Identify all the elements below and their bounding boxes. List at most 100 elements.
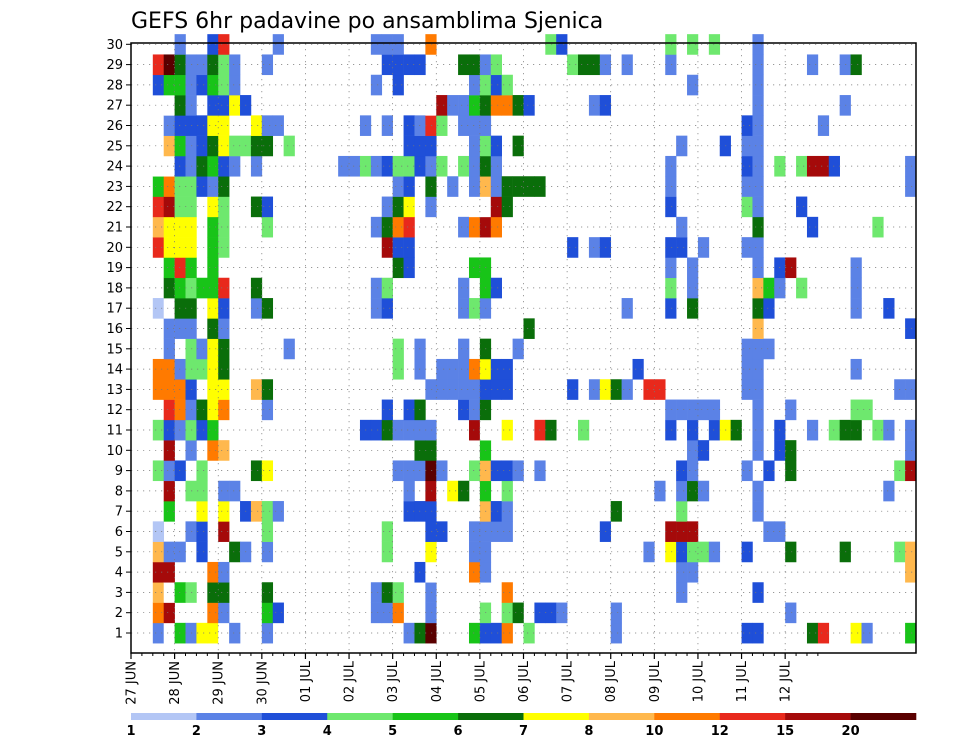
heatmap-cell [163, 379, 175, 400]
heatmap-cell [283, 338, 295, 360]
heatmap-cell [741, 460, 753, 482]
heatmap-cell [512, 176, 524, 197]
heatmap-cell [229, 95, 241, 116]
heatmap-cell [468, 460, 481, 482]
heatmap-cell [261, 541, 274, 563]
heatmap-cell [174, 622, 186, 644]
heatmap-cell [207, 318, 219, 339]
heatmap-cell [152, 419, 165, 441]
heatmap-cell [458, 379, 470, 400]
heatmap-cell [708, 399, 721, 421]
heatmap-cell [458, 155, 470, 177]
x-tick-label: 09 JUL [648, 660, 663, 702]
heatmap-cell [676, 521, 688, 542]
heatmap-cell [578, 419, 590, 441]
heatmap-cell [806, 54, 819, 76]
heatmap-cell [196, 460, 208, 482]
heatmap-cell [229, 54, 241, 76]
heatmap-cell [752, 419, 764, 441]
heatmap-cell [512, 135, 524, 157]
y-tick-label: 21 [106, 221, 123, 236]
heatmap-cell [250, 115, 263, 136]
heatmap-cell [163, 501, 175, 522]
heatmap-cell [632, 358, 644, 380]
heatmap-cell [381, 399, 393, 421]
heatmap-cell [752, 440, 764, 461]
colorbar: 1 2 3 4 5 6 7 8 10 12 15 20 [126, 713, 917, 739]
heatmap-cell [806, 419, 819, 441]
heatmap-cell [370, 419, 383, 441]
heatmap-cell [458, 115, 470, 136]
heatmap-cell [872, 216, 884, 238]
heatmap-cell [665, 521, 677, 542]
heatmap-cell [490, 622, 502, 644]
heatmap-cell [883, 419, 895, 441]
heatmap-cell [512, 602, 524, 624]
heatmap-cell [752, 338, 764, 360]
heatmap-cell [697, 480, 710, 502]
heatmap-cell [458, 54, 470, 76]
x-tick-label: 05 JUL [473, 660, 488, 702]
colorbar-label: 10 [645, 724, 663, 739]
heatmap-cell [752, 74, 764, 96]
heatmap-cell [196, 74, 208, 96]
y-tick-label: 10 [106, 444, 123, 459]
heatmap-cell [752, 54, 764, 76]
heatmap-cell [207, 237, 219, 258]
heatmap-cell [752, 155, 764, 177]
heatmap-cell [196, 155, 208, 177]
heatmap-cell [708, 34, 721, 55]
heatmap-cell [730, 419, 742, 441]
heatmap-cell [392, 602, 404, 624]
heatmap-cell [501, 95, 513, 116]
colorbar-swatch [392, 713, 459, 720]
heatmap-cell [676, 135, 688, 157]
heatmap-cell [174, 379, 186, 400]
heatmap-cell [697, 541, 710, 563]
heatmap-cell [501, 196, 513, 218]
heatmap-cell [207, 95, 219, 116]
heatmap-cell [447, 95, 459, 116]
y-tick-label: 19 [106, 261, 123, 276]
heatmap-cell [501, 501, 513, 522]
heatmap-cell [752, 216, 764, 238]
heatmap-cell [261, 460, 274, 482]
heatmap-cell [665, 399, 677, 421]
heatmap-cell [468, 155, 481, 177]
heatmap-cell [392, 460, 404, 482]
heatmap-cell [152, 602, 165, 624]
heatmap-cell [403, 257, 415, 279]
heatmap-cell [501, 622, 513, 644]
heatmap-cell [468, 95, 481, 116]
heatmap-cell [403, 216, 415, 238]
heatmap-cell [174, 399, 186, 421]
heatmap-cell [163, 135, 175, 157]
heatmap-cell [850, 257, 862, 279]
heatmap-cell [250, 155, 263, 177]
heatmap-cell [163, 216, 175, 238]
x-tick-label: 01 JUL [299, 660, 314, 702]
heatmap-cell [163, 318, 175, 339]
y-tick-label: 24 [106, 160, 123, 175]
heatmap-cell [152, 237, 165, 258]
heatmap-cell [425, 440, 437, 461]
heatmap-cell [174, 115, 186, 136]
heatmap-cell [610, 501, 622, 522]
heatmap-cell [468, 298, 481, 319]
heatmap-cell [687, 74, 699, 96]
heatmap-cell [785, 541, 797, 563]
heatmap-cell [196, 541, 208, 563]
heatmap-cell [578, 54, 590, 76]
colorbar-swatch [327, 713, 393, 720]
heatmap-cell [883, 298, 895, 319]
heatmap-cell [817, 115, 830, 136]
heatmap-cell [163, 54, 175, 76]
heatmap-cell [687, 399, 699, 421]
heatmap-cell [403, 460, 415, 482]
heatmap-cell [741, 622, 753, 644]
heatmap-cell [218, 338, 230, 360]
y-tick-label: 30 [106, 38, 123, 53]
heatmap-cell [850, 54, 862, 76]
colorbar-label: 20 [842, 724, 860, 739]
heatmap-cell [425, 602, 437, 624]
